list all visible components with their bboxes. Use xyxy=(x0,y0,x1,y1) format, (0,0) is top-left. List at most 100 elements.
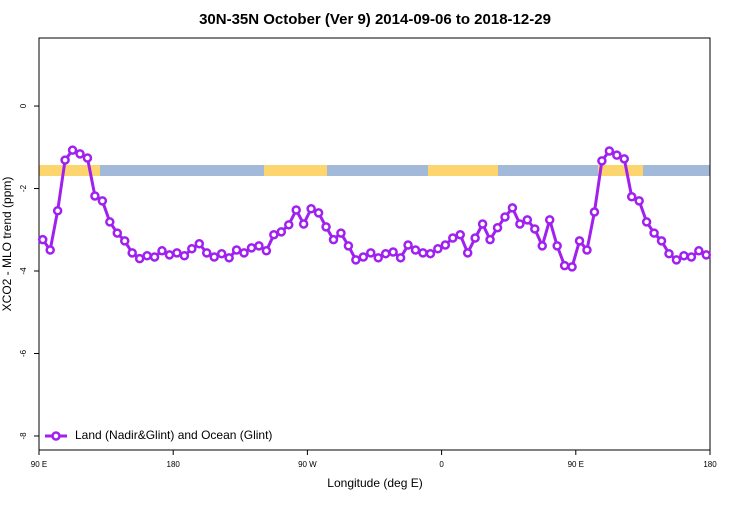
data-point xyxy=(530,224,540,234)
data-point xyxy=(694,246,704,256)
data-point xyxy=(276,227,287,237)
plot-frame xyxy=(38,37,711,451)
data-point xyxy=(172,248,182,258)
data-point xyxy=(567,262,577,272)
data-point xyxy=(470,233,480,243)
data-point xyxy=(179,251,190,261)
data-point xyxy=(284,220,294,230)
data-point xyxy=(425,248,436,259)
data-point xyxy=(261,246,272,256)
data-point xyxy=(142,251,152,261)
ocean-band xyxy=(39,165,710,176)
data-point xyxy=(492,222,503,233)
land-band xyxy=(264,165,327,176)
data-point xyxy=(119,236,130,246)
data-point xyxy=(343,241,354,251)
data-point xyxy=(194,239,205,249)
data-point xyxy=(485,234,495,245)
x-axis-title: Longitude (deg E) xyxy=(327,476,422,490)
x-tick-label: 0 xyxy=(439,460,444,469)
data-point xyxy=(448,233,458,243)
data-point xyxy=(246,243,257,253)
data-point xyxy=(67,145,78,155)
data-point xyxy=(157,246,167,256)
data-point xyxy=(127,248,137,258)
data-point xyxy=(649,228,659,238)
data-point xyxy=(656,236,667,246)
data-point xyxy=(410,245,421,255)
y-tick-label: -8 xyxy=(19,432,28,440)
data-point xyxy=(552,241,562,251)
data-point xyxy=(388,247,398,257)
x-tick-label: 180 xyxy=(167,460,181,469)
data-point xyxy=(597,156,607,166)
legend-label: Land (Nadir&Glint) and Ocean (Glint) xyxy=(75,428,272,442)
chart-title: 30N-35N October (Ver 9) 2014-09-06 to 20… xyxy=(199,11,551,28)
land-band xyxy=(598,165,643,176)
land-band xyxy=(428,165,498,176)
data-point xyxy=(224,253,234,263)
data-point xyxy=(395,253,406,263)
data-point xyxy=(612,150,622,160)
data-point xyxy=(60,155,70,165)
data-point xyxy=(52,206,63,216)
data-point xyxy=(82,153,93,163)
data-point xyxy=(254,241,264,251)
data-point xyxy=(380,248,391,259)
data-point xyxy=(298,219,309,229)
data-point xyxy=(619,154,630,164)
data-point xyxy=(373,253,383,263)
x-tick-label: 90 E xyxy=(31,460,47,469)
data-point xyxy=(164,250,175,260)
data-point xyxy=(433,243,443,254)
land-ocean-band xyxy=(39,165,710,176)
data-point xyxy=(351,255,361,265)
data-point xyxy=(328,234,339,245)
y-tick-label: -2 xyxy=(19,184,28,192)
y-axis-title: XCO2 - MLO trend (ppm) xyxy=(0,177,14,312)
data-point xyxy=(582,245,592,255)
data-point xyxy=(90,191,100,201)
data-point xyxy=(321,222,331,232)
data-point xyxy=(269,229,279,240)
x-tick-label: 90 W xyxy=(298,460,317,469)
data-point xyxy=(544,215,555,225)
data-point xyxy=(209,252,219,262)
data-point xyxy=(574,236,585,246)
data-point xyxy=(455,229,465,240)
data-point xyxy=(291,205,301,215)
data-point xyxy=(403,240,413,250)
data-point xyxy=(358,252,369,262)
data-point xyxy=(626,192,637,202)
data-point xyxy=(604,146,615,156)
data-point xyxy=(589,207,600,217)
data-point xyxy=(500,212,510,222)
data-point xyxy=(336,228,346,238)
data-point xyxy=(37,234,48,245)
data-point xyxy=(522,215,533,225)
data-point xyxy=(216,248,227,259)
data-point xyxy=(686,252,697,262)
x-tick-label: 180 xyxy=(703,460,717,469)
data-point xyxy=(634,196,644,206)
data-point xyxy=(313,208,324,218)
data-point xyxy=(671,255,682,265)
y-tick-label: -4 xyxy=(19,267,28,275)
data-point xyxy=(537,241,547,251)
x-tick-label: 90 E xyxy=(568,460,584,469)
data-point xyxy=(641,217,652,227)
data-point xyxy=(75,149,85,159)
data-point xyxy=(45,245,55,255)
data-point xyxy=(440,240,451,250)
data-point xyxy=(134,253,145,264)
land-band xyxy=(39,165,100,176)
y-tick-label: 0 xyxy=(19,103,28,108)
data-point xyxy=(559,260,570,271)
y-tick-label: -6 xyxy=(19,349,28,357)
data-point xyxy=(97,196,108,206)
data-point xyxy=(202,248,212,258)
data-point xyxy=(105,217,115,227)
legend-marker xyxy=(51,431,61,441)
data-point xyxy=(679,251,689,261)
